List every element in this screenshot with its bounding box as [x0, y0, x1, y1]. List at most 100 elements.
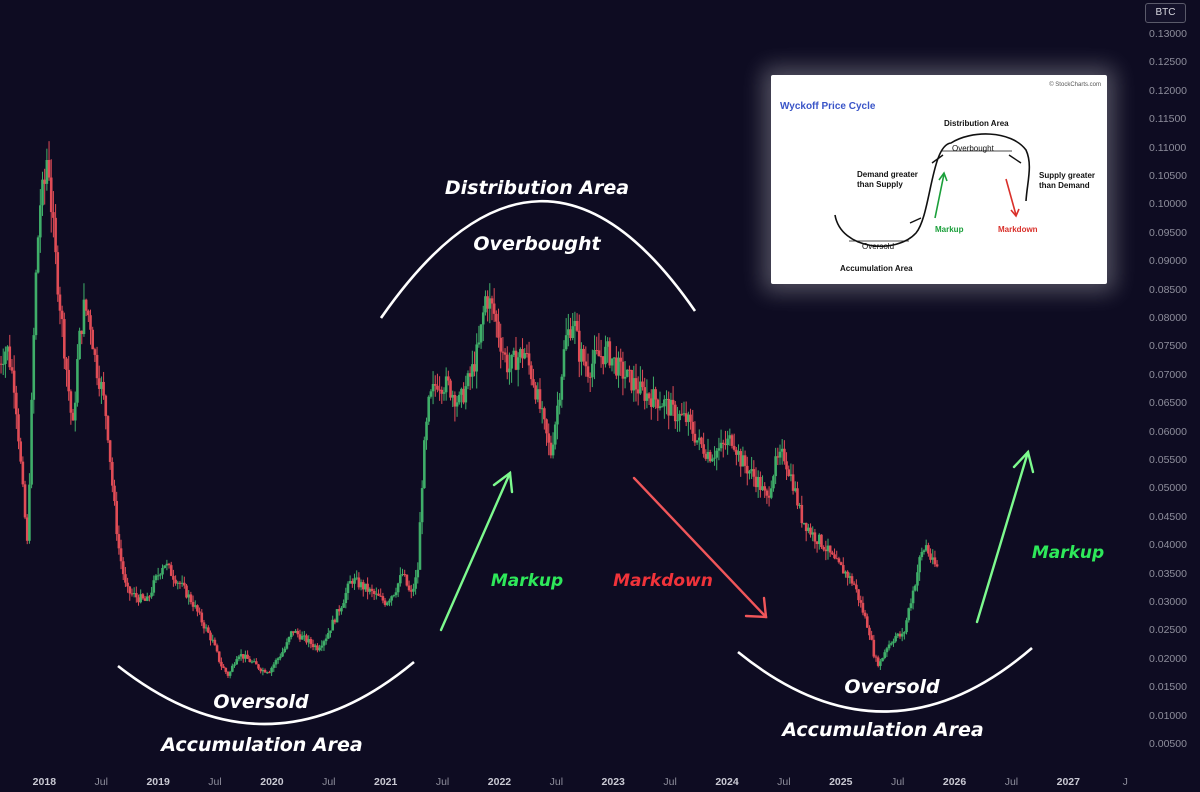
y-tick-label: 0.06000	[1149, 425, 1187, 438]
candle-body	[700, 437, 703, 445]
currency-badge[interactable]: BTC	[1145, 3, 1186, 23]
x-tick-label: 2026	[942, 776, 967, 788]
candle-body	[717, 448, 721, 451]
candle-body	[76, 359, 79, 403]
wyckoff-inset: Wyckoff Price Cycle © StockCharts.com Di…	[771, 75, 1107, 284]
candle-body	[527, 353, 531, 366]
candle-body	[553, 424, 557, 445]
candle-body	[577, 330, 581, 362]
x-tick-label: 2022	[487, 776, 512, 788]
candle-body	[165, 563, 169, 566]
candle-body	[588, 376, 592, 378]
candle-body	[124, 574, 127, 583]
candle-body	[0, 363, 3, 365]
candle-body	[503, 352, 507, 355]
candle-body	[927, 545, 930, 554]
y-tick-label: 0.06500	[1149, 397, 1187, 410]
candle-body	[750, 469, 753, 472]
candle-body	[741, 455, 745, 467]
candle-body	[379, 595, 383, 597]
candle-body	[279, 656, 282, 659]
candle-body	[6, 346, 9, 352]
candle-body	[713, 457, 716, 459]
candle-body	[676, 420, 679, 422]
candle-body	[490, 298, 494, 304]
candle-body	[237, 656, 241, 660]
candle-body	[183, 582, 186, 586]
candle-body	[381, 596, 385, 601]
candle-body	[366, 583, 369, 592]
y-tick-label: 0.08000	[1149, 312, 1187, 324]
candle-body	[300, 635, 304, 640]
candle-body	[438, 389, 441, 391]
candle-body	[913, 585, 917, 591]
candle-body	[117, 534, 121, 549]
candle-body	[78, 330, 81, 360]
x-tick-label: 2019	[146, 776, 170, 788]
candle-body	[711, 458, 714, 462]
candle-body	[643, 387, 647, 401]
candle-body	[556, 405, 559, 425]
candle-body	[327, 633, 330, 639]
candle-body	[905, 620, 908, 633]
candle-body	[180, 582, 184, 584]
candle-body	[89, 315, 92, 330]
candle-body	[392, 595, 396, 597]
candle-body	[351, 581, 354, 584]
candle-body	[414, 577, 417, 589]
candle-body	[135, 593, 138, 598]
candle-body	[202, 622, 206, 629]
candle-body	[388, 600, 391, 603]
candle-body	[787, 469, 791, 476]
markup-label-right: Markup	[1031, 543, 1105, 563]
candle-body	[440, 389, 444, 394]
inset-source: © StockCharts.com	[1049, 82, 1101, 88]
candle-body	[292, 631, 295, 633]
candle-body	[353, 578, 356, 584]
candle-body	[737, 451, 740, 455]
candle-body	[499, 337, 503, 352]
candle-body	[704, 453, 708, 459]
candle-body	[935, 564, 939, 567]
candle-body	[652, 389, 655, 407]
candle-body	[922, 550, 926, 553]
candle-body	[196, 605, 199, 612]
candle-body	[152, 580, 156, 593]
candle-body	[298, 634, 302, 640]
candle-body	[769, 488, 773, 498]
candle-body	[84, 299, 88, 311]
distribution-area-label: Distribution Area	[444, 177, 630, 199]
candle-body	[65, 358, 68, 370]
candle-body	[848, 576, 852, 578]
candle-body	[270, 667, 273, 673]
candle-body	[399, 575, 402, 584]
candle-body	[811, 532, 815, 535]
y-tick-label: 0.11500	[1149, 113, 1187, 126]
candle-body	[752, 469, 756, 477]
candle-body	[929, 553, 932, 560]
accumulation-area-label-right: Accumulation Area	[782, 719, 984, 741]
x-tick-label: 2024	[715, 776, 739, 788]
candle-body	[36, 237, 40, 273]
candle-body	[678, 413, 681, 421]
candle-body	[331, 619, 334, 631]
candle-body	[586, 366, 590, 377]
candle-body	[748, 471, 751, 474]
candle-body	[817, 534, 821, 545]
candle-body	[104, 395, 108, 417]
candle-body	[774, 456, 777, 477]
candle-body	[335, 609, 339, 623]
candle-body	[682, 413, 686, 415]
candle-body	[471, 364, 474, 377]
candle-body	[623, 376, 627, 379]
candle-body	[523, 353, 527, 359]
candle-body	[617, 357, 620, 376]
candle-body	[807, 527, 810, 532]
candle-body	[200, 612, 204, 623]
candle-body	[41, 179, 44, 206]
candle-body	[591, 363, 594, 378]
candle-body	[595, 350, 599, 352]
candle-body	[759, 476, 762, 490]
candle-body	[761, 486, 764, 490]
candle-body	[316, 645, 319, 651]
